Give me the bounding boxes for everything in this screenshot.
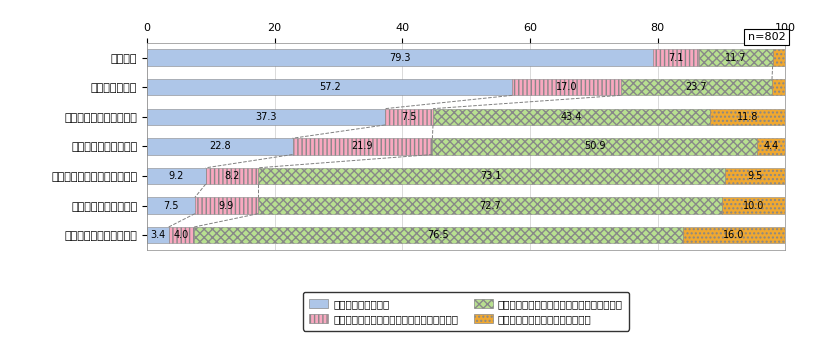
Text: 21.9: 21.9 [352,141,373,151]
Legend: 既に取り組んでいる, 今後取り組む予定であり、準備を進めている, 特に検討はしていないが、関心は持っている, 取り組む予定もなく、関心もない: 既に取り組んでいる, 今後取り組む予定であり、準備を進めている, 特に検討はして… [303,292,629,331]
Bar [258,168,725,184]
Text: 3.4: 3.4 [150,230,165,240]
Bar [258,197,722,213]
Text: 79.3: 79.3 [390,52,411,62]
Bar [147,168,206,184]
Bar [194,227,683,243]
Text: 76.5: 76.5 [428,230,449,240]
Bar [195,197,258,213]
Bar [292,138,433,155]
Text: n=802: n=802 [748,32,785,42]
Text: 37.3: 37.3 [255,112,277,122]
Text: 4.0: 4.0 [174,230,189,240]
Bar [654,50,699,66]
Text: 8.2: 8.2 [224,171,239,181]
Bar [725,168,785,184]
Bar [147,197,195,213]
Text: 16.0: 16.0 [723,230,744,240]
Text: 50.9: 50.9 [584,141,606,151]
Bar [758,138,785,155]
Text: 72.7: 72.7 [480,201,501,211]
Text: 7.5: 7.5 [163,201,179,211]
Text: 23.7: 23.7 [685,82,707,92]
Bar [772,79,785,95]
Bar [433,109,710,125]
Text: 10.0: 10.0 [743,201,764,211]
Bar [206,168,258,184]
Bar [385,109,433,125]
Bar [147,138,292,155]
Bar [147,227,169,243]
Text: 17.0: 17.0 [556,82,577,92]
Bar [774,50,786,66]
Text: 7.1: 7.1 [669,52,684,62]
Bar [147,79,512,95]
Bar [722,197,786,213]
Text: 7.5: 7.5 [402,112,417,122]
Bar [169,227,194,243]
Text: 9.5: 9.5 [748,171,763,181]
Text: 11.7: 11.7 [725,52,747,62]
Text: 22.8: 22.8 [209,141,231,151]
Bar [699,50,774,66]
Bar [433,138,758,155]
Bar [710,109,785,125]
Text: 9.2: 9.2 [169,171,184,181]
Bar [683,227,785,243]
Text: 43.4: 43.4 [561,112,582,122]
Text: 11.8: 11.8 [737,112,759,122]
Bar [512,79,621,95]
Bar [147,109,385,125]
Text: 57.2: 57.2 [318,82,340,92]
Text: 4.4: 4.4 [764,141,779,151]
Bar [621,79,772,95]
Bar [147,50,654,66]
Text: 73.1: 73.1 [480,171,502,181]
Text: 9.9: 9.9 [219,201,234,211]
